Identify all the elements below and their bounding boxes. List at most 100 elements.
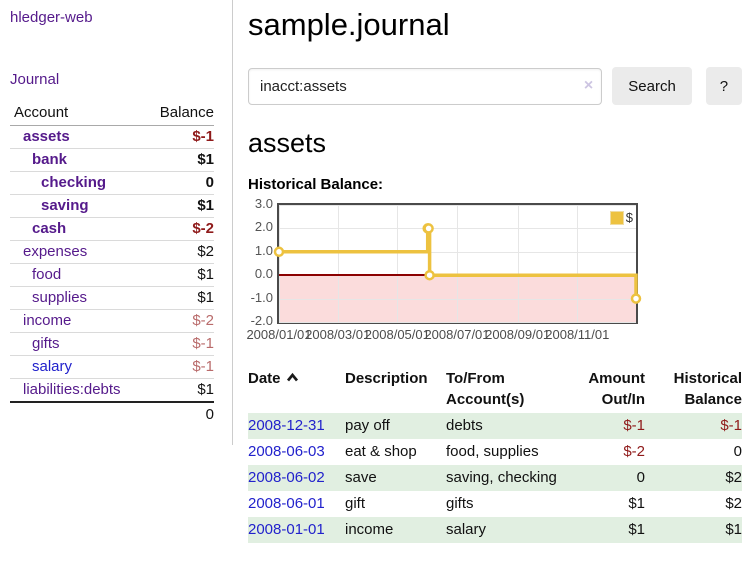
account-link[interactable]: assets [23, 128, 70, 145]
transaction-amount: $-2 [623, 443, 645, 461]
gridline-vertical [457, 205, 458, 322]
account-row: income $-2 [10, 310, 214, 333]
transaction-date-link[interactable]: 2008-06-03 [248, 443, 325, 461]
transaction-balance: $2 [725, 469, 742, 487]
data-point-marker[interactable] [273, 246, 285, 258]
transaction-date-link[interactable]: 2008-06-01 [248, 495, 325, 513]
chart-title: Historical Balance: [248, 176, 384, 193]
account-balance: $1 [197, 266, 214, 283]
account-link[interactable]: gifts [32, 335, 60, 352]
account-name-cell: gifts [10, 333, 144, 356]
transaction-date-link[interactable]: 2008-12-31 [248, 417, 325, 435]
account-balance: $1 [197, 289, 214, 306]
account-link[interactable]: expenses [23, 243, 88, 260]
search-form: × Search ? [248, 67, 742, 105]
account-link[interactable]: checking [41, 174, 107, 191]
transaction-description: eat & shop [345, 443, 417, 461]
account-link[interactable]: bank [32, 151, 68, 168]
clear-search-icon[interactable]: × [583, 76, 594, 94]
transaction-accounts: food, supplies [446, 443, 539, 461]
y-axis-tick-label: -1.0 [250, 289, 273, 305]
gridline-horizontal [279, 205, 636, 206]
legend-swatch-icon [609, 210, 624, 225]
brand-link[interactable]: hledger-web [10, 9, 93, 26]
account-balance: $-1 [192, 335, 214, 352]
accounts-total-spacer [10, 402, 144, 426]
transaction-date-cell: 2008-01-01 [248, 517, 345, 543]
account-name-cell: saving [10, 195, 144, 218]
account-row: assets $-1 [10, 126, 214, 149]
transaction-row: 2008-06-03 eat & shop food, supplies $-2 0 [248, 439, 742, 465]
transaction-balance: $-1 [720, 417, 742, 435]
account-link[interactable]: cash [32, 220, 67, 237]
search-button[interactable]: Search [612, 67, 692, 105]
transactions-header-label: Date [248, 370, 281, 387]
account-balance: $1 [197, 151, 214, 168]
account-name-cell: expenses [10, 241, 144, 264]
account-link[interactable]: liabilities:debts [23, 381, 121, 398]
sidebar-item-journal[interactable]: Journal [10, 71, 60, 88]
account-name-cell: income [10, 310, 144, 333]
account-row: food $1 [10, 264, 214, 287]
sort-ascending-icon[interactable] [286, 369, 299, 390]
accounts-header-account: Account [14, 104, 69, 121]
transaction-accounts: saving, checking [446, 469, 557, 487]
search-input[interactable] [248, 67, 603, 105]
account-link[interactable]: income [23, 312, 72, 329]
help-button[interactable]: ? [705, 67, 742, 105]
account-row: gifts $-1 [10, 333, 214, 356]
accounts-total-row: 0 [10, 402, 214, 426]
data-point-marker[interactable] [424, 269, 435, 281]
account-row: supplies $1 [10, 287, 214, 310]
transaction-date-cell: 2008-06-02 [248, 465, 345, 491]
transaction-balance: $2 [725, 495, 742, 513]
transactions-header-description: Description [345, 366, 446, 413]
account-row: saving $1 [10, 195, 214, 218]
account-balance: $-1 [192, 358, 214, 375]
account-name-cell: cash [10, 218, 144, 241]
y-axis-tick-label: 3.0 [254, 196, 273, 211]
chart-plot-area[interactable]: $ [273, 203, 642, 324]
account-name-cell: liabilities:debts [10, 379, 144, 403]
x-axis-tick-label: 2008/01/01 [246, 327, 312, 342]
gridline-horizontal [279, 228, 636, 229]
data-point-marker[interactable] [423, 223, 434, 234]
gridline-vertical [338, 205, 339, 322]
transactions-header-label: Historical Balance [673, 370, 742, 408]
transaction-balance: $1 [725, 521, 742, 539]
account-row: expenses $2 [10, 241, 214, 264]
account-link[interactable]: saving [41, 197, 89, 214]
x-axis-tick-label: 2008/03/01 [305, 327, 371, 342]
gridline-vertical [279, 205, 280, 322]
transactions-header-balance: Historical Balance [645, 366, 742, 413]
x-axis-tick-label: 2008/09/01 [485, 327, 551, 342]
accounts-header-row: Account Balance [10, 101, 214, 126]
transaction-date-cell: 2008-12-31 [248, 413, 345, 439]
transaction-date-link[interactable]: 2008-01-01 [248, 521, 325, 539]
transaction-date-link[interactable]: 2008-06-02 [248, 469, 325, 487]
historical-balance-chart: 3.0 2.0 1.0 0.0 -1.0 -2.0 $ 2008/01/01 2008/03… [246, 196, 742, 345]
transactions-header-row: Date Description To/From Account(s) Amount … [248, 366, 742, 413]
data-point-marker[interactable] [630, 293, 642, 304]
transaction-accounts: gifts [446, 495, 474, 513]
sidebar: hledger-web Journal Account Balance asse… [0, 0, 233, 445]
legend-label: $ [625, 210, 633, 225]
account-balance: $1 [197, 197, 214, 214]
transaction-row: 2008-06-02 save saving, checking 0 $2 [248, 465, 742, 492]
transactions-header-label: To/From Account(s) [446, 370, 525, 408]
y-axis-tick-label: 1.0 [254, 242, 273, 258]
account-link[interactable]: food [32, 266, 62, 283]
main-content: sample.journal × Search ? assets Histori… [246, 0, 742, 544]
accounts-total-value: 0 [205, 406, 214, 423]
transaction-description: save [345, 469, 377, 487]
transaction-row: 2008-01-01 income salary $1 $1 [248, 517, 742, 544]
transactions-header-date[interactable]: Date [248, 366, 345, 413]
account-row: liabilities:debts $1 [10, 379, 214, 403]
transaction-balance: 0 [733, 443, 742, 461]
account-link[interactable]: salary [32, 358, 73, 375]
account-link[interactable]: supplies [32, 289, 88, 306]
transaction-description: gift [345, 495, 366, 513]
account-row: salary $-1 [10, 356, 214, 379]
transaction-date-cell: 2008-06-01 [248, 491, 345, 517]
transaction-amount: 0 [636, 469, 645, 487]
